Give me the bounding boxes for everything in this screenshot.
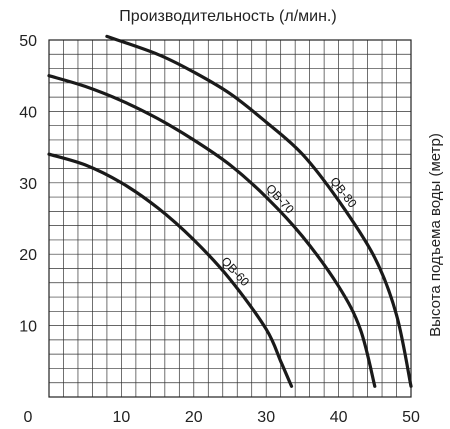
- y-tick-label: 40: [19, 104, 37, 121]
- curve-qb-70: [47, 74, 377, 388]
- plot-frame: [48, 39, 412, 398]
- chart-title: Производительность (л/мин.): [119, 8, 336, 25]
- x-tick-label: 20: [185, 409, 203, 426]
- x-tick-label: 0: [24, 409, 33, 426]
- x-tick-label: 50: [402, 409, 420, 426]
- y-axis-ticks: 10 20 30 40 50: [19, 33, 37, 336]
- y-tick-label: 20: [19, 247, 37, 264]
- x-tick-label: 30: [257, 409, 275, 426]
- curve-qb-60: [47, 152, 294, 388]
- y-tick-label: 50: [19, 33, 37, 50]
- curves: [47, 34, 413, 388]
- x-axis-ticks: 0 10 20 30 40 50: [24, 409, 420, 426]
- y-axis-label: Высота подъема воды (метр): [427, 133, 444, 337]
- x-tick-label: 40: [330, 409, 348, 426]
- y-tick-label: 10: [19, 319, 37, 336]
- x-tick-label: 10: [113, 409, 131, 426]
- y-tick-label: 30: [19, 176, 37, 193]
- curve-qb-80: [105, 34, 413, 388]
